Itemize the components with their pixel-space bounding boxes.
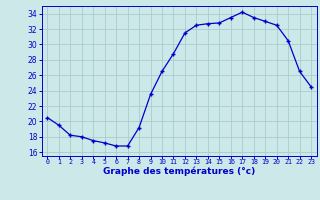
X-axis label: Graphe des températures (°c): Graphe des températures (°c)	[103, 167, 255, 176]
